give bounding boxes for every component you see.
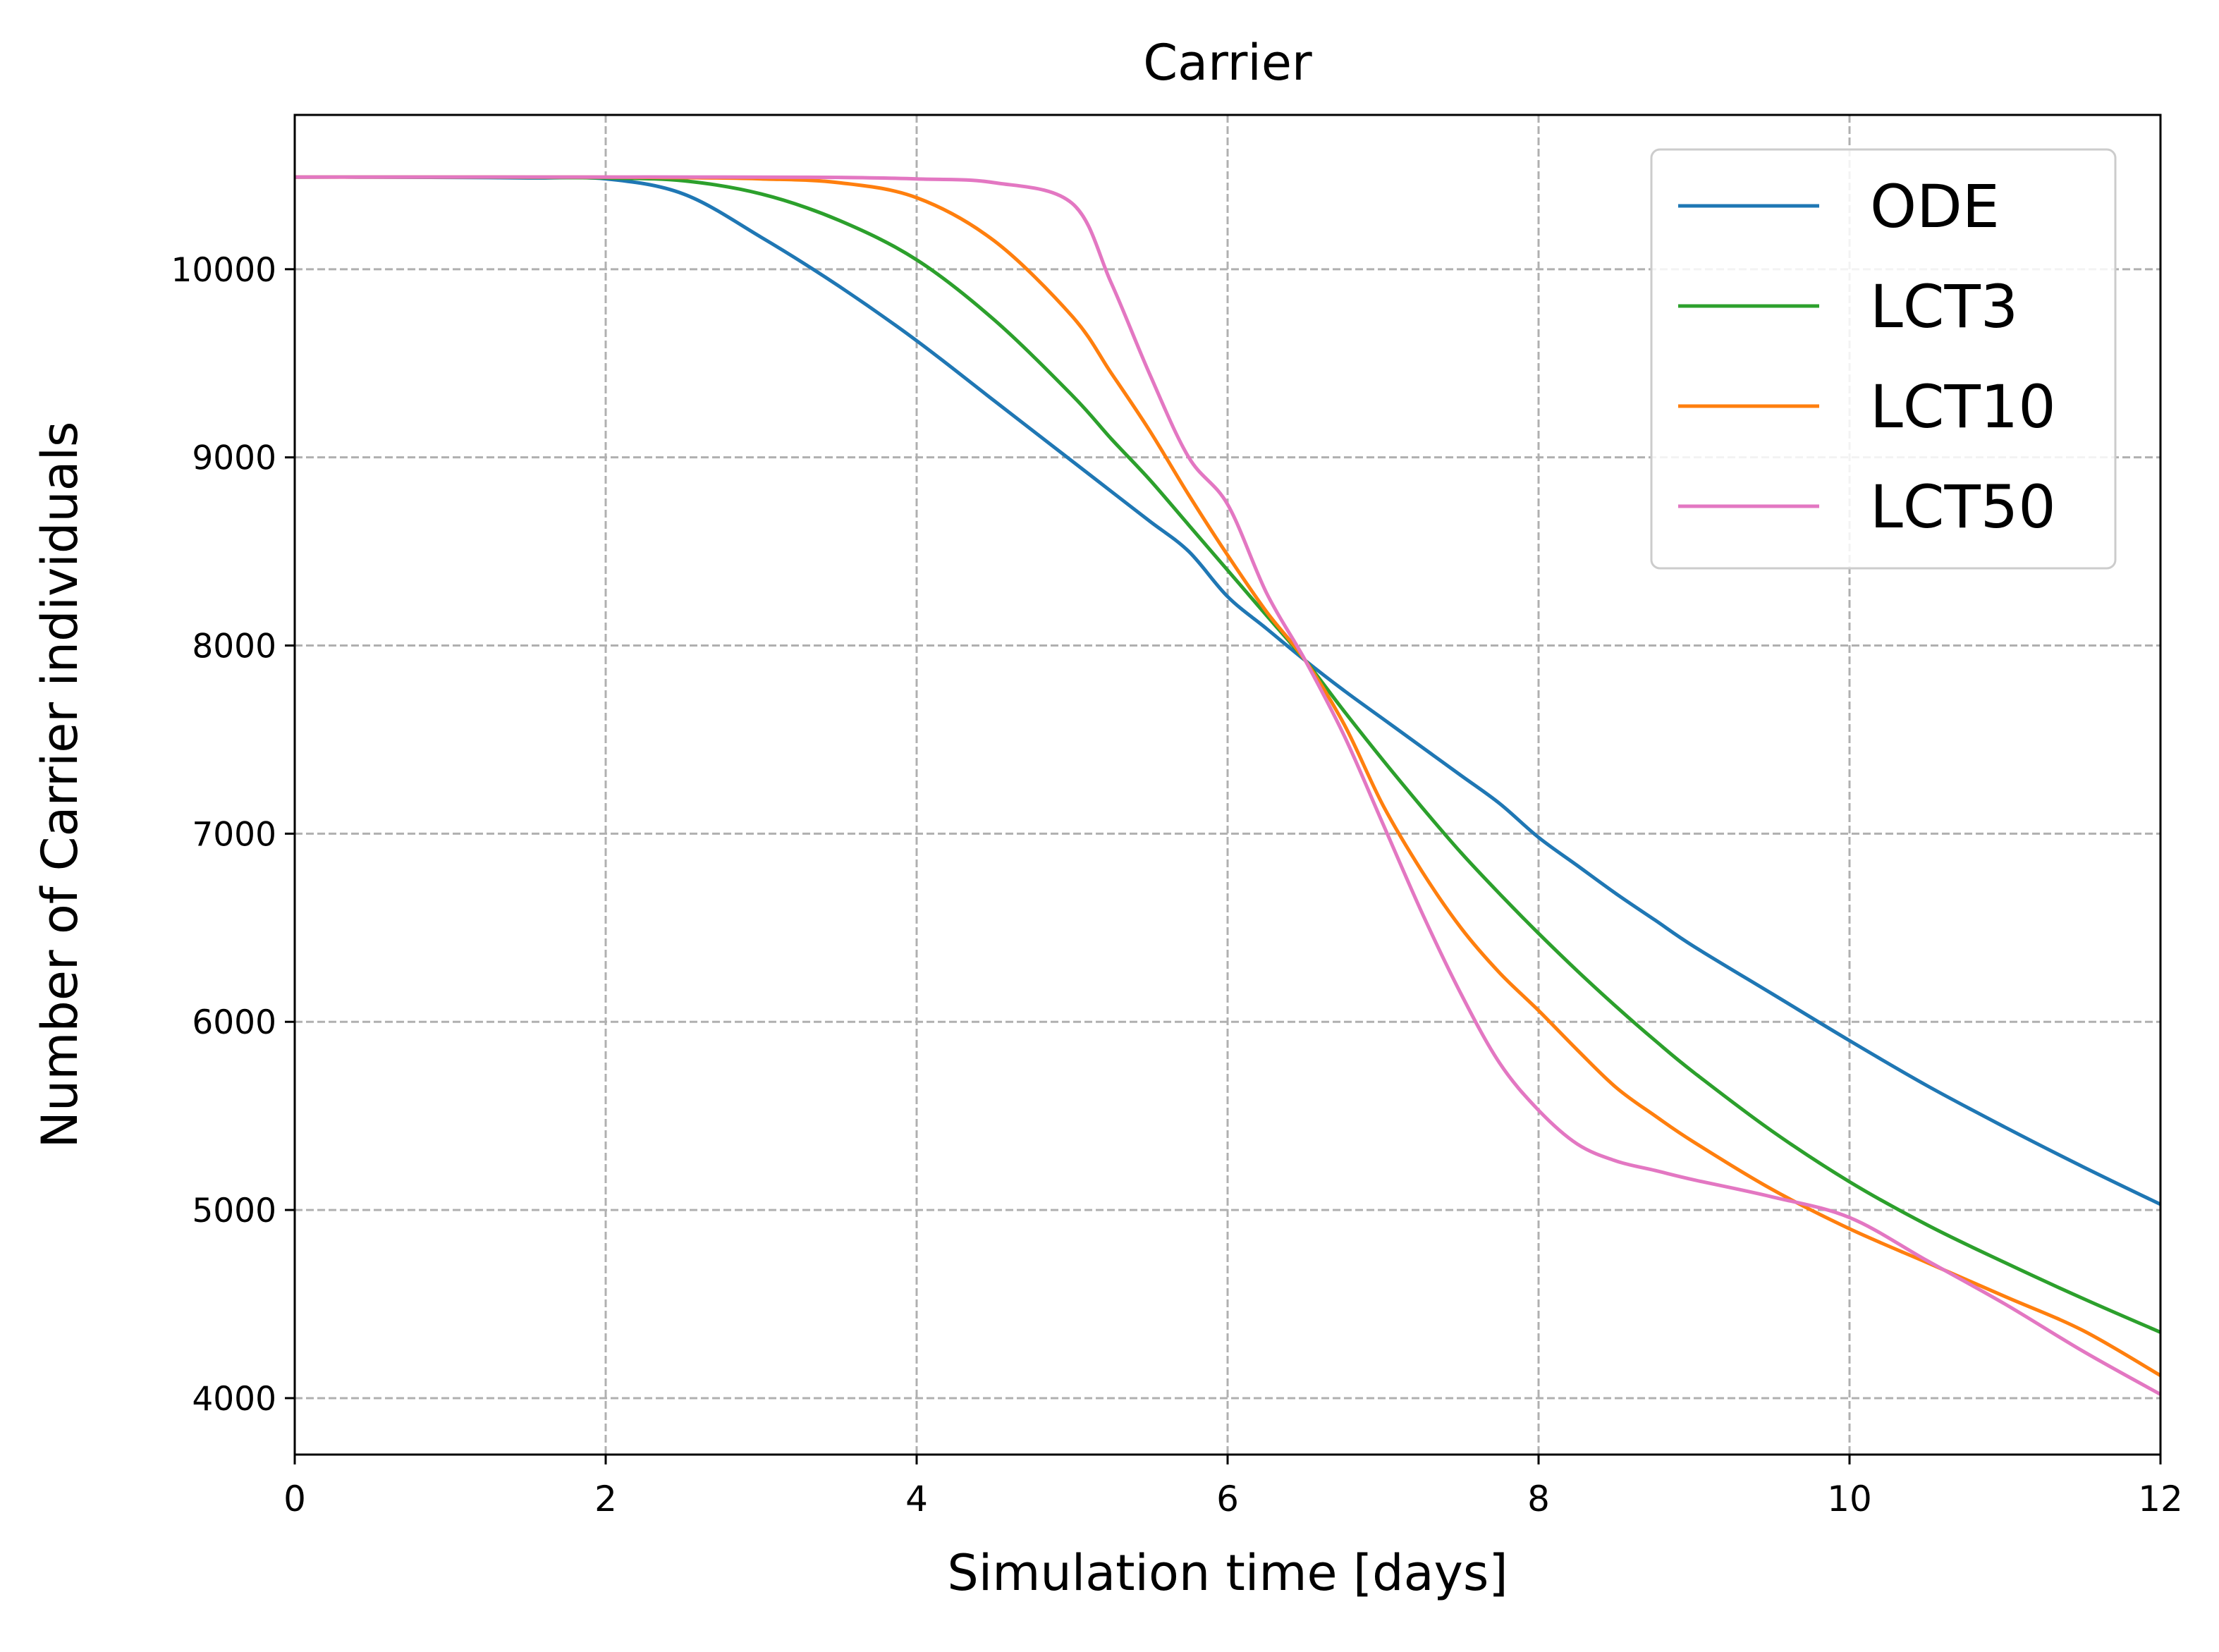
series-line-ode <box>294 175 2162 1206</box>
y-tick-label: 6000 <box>192 1003 276 1042</box>
x-tick-label: 12 <box>2138 1479 2183 1519</box>
legend-label: LCT3 <box>1870 272 2018 341</box>
legend-item-lct3: LCT3 <box>1678 272 2018 341</box>
chart-title: Carrier <box>1143 34 1312 92</box>
grid <box>295 115 2160 1455</box>
series-line-lct50 <box>294 175 2162 1396</box>
legend-label: LCT50 <box>1870 472 2056 542</box>
x-tick-label: 10 <box>1827 1479 1872 1519</box>
legend-label: LCT10 <box>1870 372 2056 441</box>
legend-box <box>1650 148 2117 570</box>
series-lines <box>294 175 2162 1396</box>
x-tick-label: 8 <box>1527 1479 1550 1519</box>
x-tick-label: 4 <box>905 1479 928 1519</box>
legend-item-lct10: LCT10 <box>1678 372 2056 441</box>
y-tick-label: 7000 <box>192 815 276 854</box>
y-tick-label: 4000 <box>192 1380 276 1419</box>
x-tick-label: 6 <box>1216 1479 1239 1519</box>
y-tick-label: 10000 <box>171 251 276 290</box>
x-tick-label: 0 <box>283 1479 306 1519</box>
legend: ODE LCT3 LCT10 LCT50 <box>1650 148 2117 570</box>
legend-item-lct50: LCT50 <box>1678 472 2056 542</box>
legend-label: ODE <box>1870 172 2000 241</box>
ticks: 0 2 4 6 8 10 12 4000 5000 6000 7000 8000 9000 10000 <box>171 251 2182 1519</box>
legend-item-ode: ODE <box>1678 172 2000 241</box>
x-axis-title: Simulation time [days] <box>947 1544 1508 1602</box>
y-axis-title: Number of Carrier individuals <box>31 422 89 1149</box>
y-tick-label: 5000 <box>192 1192 276 1230</box>
y-tick-label: 8000 <box>192 628 276 666</box>
y-tick-label: 9000 <box>192 439 276 478</box>
x-tick-label: 2 <box>594 1479 617 1519</box>
